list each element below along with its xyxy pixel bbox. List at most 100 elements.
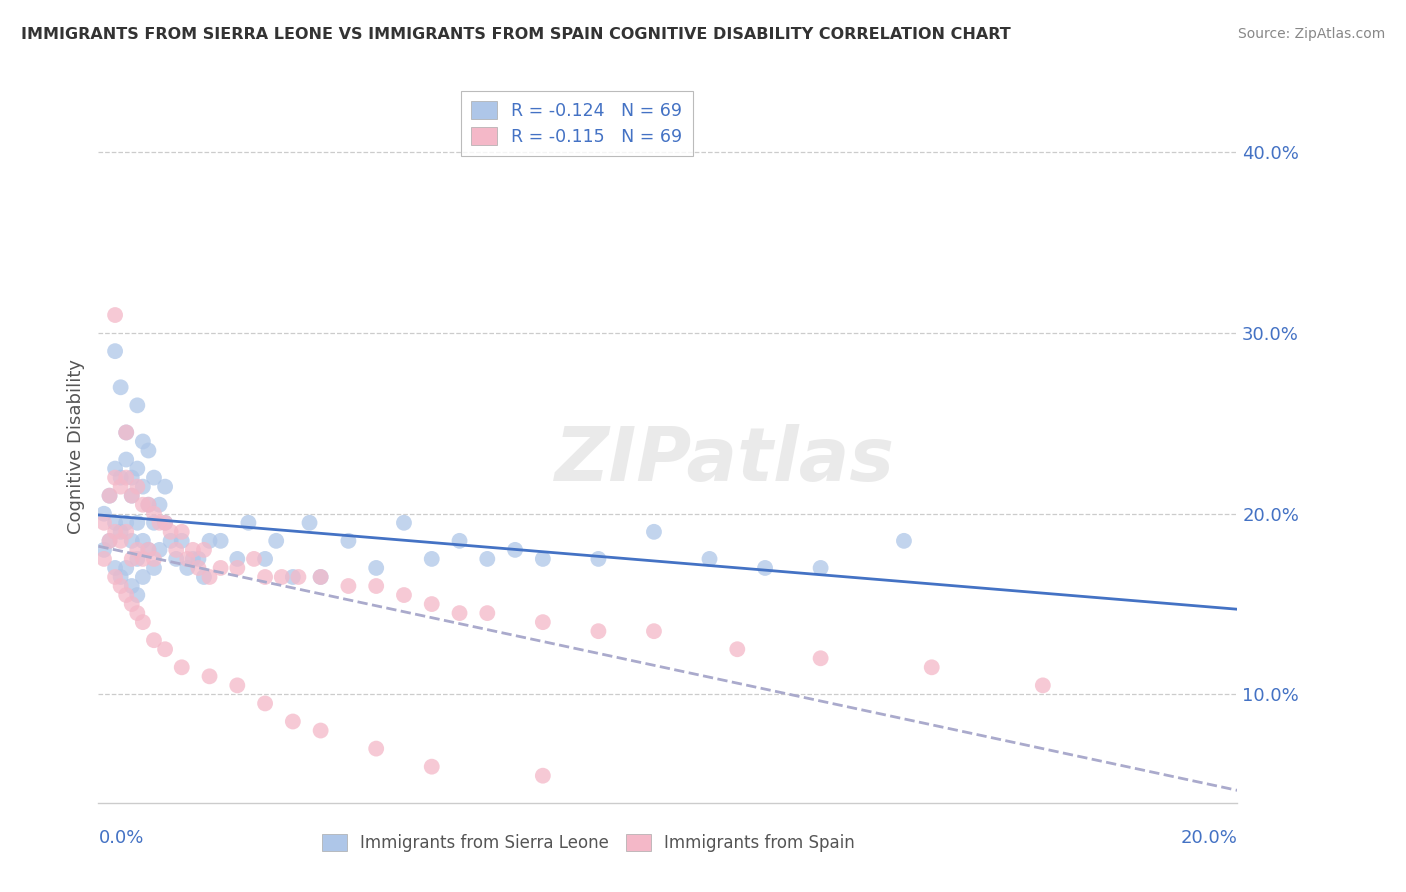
Point — [226, 561, 249, 575]
Point — [893, 533, 915, 548]
Point — [104, 561, 127, 575]
Point — [254, 552, 277, 566]
Point — [121, 489, 143, 503]
Point — [754, 561, 776, 575]
Point — [420, 597, 443, 611]
Point — [420, 552, 443, 566]
Point — [810, 651, 832, 665]
Point — [98, 533, 121, 548]
Point — [143, 552, 166, 566]
Point — [138, 498, 160, 512]
Point — [238, 516, 260, 530]
Point — [165, 542, 187, 557]
Point — [366, 561, 388, 575]
Point — [153, 516, 176, 530]
Point — [148, 498, 170, 512]
Point — [110, 570, 132, 584]
Point — [143, 633, 166, 648]
Point — [366, 741, 388, 756]
Point — [337, 533, 360, 548]
Text: IMMIGRANTS FROM SIERRA LEONE VS IMMIGRANTS FROM SPAIN COGNITIVE DISABILITY CORRE: IMMIGRANTS FROM SIERRA LEONE VS IMMIGRAN… — [21, 27, 1011, 42]
Point — [143, 516, 166, 530]
Point — [110, 579, 132, 593]
Point — [110, 380, 132, 394]
Point — [531, 769, 554, 783]
Point — [127, 398, 149, 412]
Point — [449, 606, 471, 620]
Point — [127, 461, 149, 475]
Point — [98, 489, 121, 503]
Point — [699, 552, 721, 566]
Point — [115, 524, 138, 539]
Point — [104, 461, 127, 475]
Point — [392, 516, 415, 530]
Text: ZIPatlas: ZIPatlas — [555, 424, 894, 497]
Point — [143, 561, 166, 575]
Point — [153, 642, 176, 657]
Point — [170, 660, 193, 674]
Point — [531, 615, 554, 629]
Point — [193, 542, 215, 557]
Point — [243, 552, 266, 566]
Point — [187, 552, 209, 566]
Point — [115, 516, 138, 530]
Point — [132, 552, 155, 566]
Point — [110, 533, 132, 548]
Text: 0.0%: 0.0% — [98, 829, 143, 847]
Point — [138, 498, 160, 512]
Point — [127, 516, 149, 530]
Point — [309, 570, 332, 584]
Point — [104, 470, 127, 484]
Point — [449, 533, 471, 548]
Point — [127, 588, 149, 602]
Point — [170, 524, 193, 539]
Point — [181, 552, 204, 566]
Point — [98, 489, 121, 503]
Point — [115, 561, 138, 575]
Point — [148, 542, 170, 557]
Point — [281, 570, 304, 584]
Point — [127, 606, 149, 620]
Legend: Immigrants from Sierra Leone, Immigrants from Spain: Immigrants from Sierra Leone, Immigrants… — [315, 827, 862, 859]
Point — [477, 606, 499, 620]
Point — [477, 552, 499, 566]
Point — [93, 552, 115, 566]
Point — [309, 570, 332, 584]
Point — [110, 524, 132, 539]
Point — [181, 542, 204, 557]
Point — [132, 615, 155, 629]
Point — [93, 516, 115, 530]
Point — [1032, 678, 1054, 692]
Point — [531, 552, 554, 566]
Point — [104, 344, 127, 359]
Point — [138, 542, 160, 557]
Point — [287, 570, 309, 584]
Point — [209, 533, 232, 548]
Text: Source: ZipAtlas.com: Source: ZipAtlas.com — [1237, 27, 1385, 41]
Y-axis label: Cognitive Disability: Cognitive Disability — [66, 359, 84, 533]
Point — [104, 516, 127, 530]
Point — [93, 507, 115, 521]
Point — [104, 570, 127, 584]
Point — [115, 425, 138, 440]
Point — [193, 570, 215, 584]
Point — [115, 470, 138, 484]
Point — [138, 443, 160, 458]
Point — [198, 669, 221, 683]
Point — [132, 434, 155, 449]
Point — [643, 624, 665, 639]
Point — [121, 489, 143, 503]
Point — [725, 642, 748, 657]
Point — [115, 588, 138, 602]
Point — [588, 624, 610, 639]
Point — [281, 714, 304, 729]
Point — [254, 697, 277, 711]
Point — [337, 579, 360, 593]
Point — [264, 533, 287, 548]
Point — [127, 480, 149, 494]
Point — [153, 480, 176, 494]
Point — [127, 542, 149, 557]
Point — [298, 516, 321, 530]
Point — [198, 570, 221, 584]
Point — [132, 570, 155, 584]
